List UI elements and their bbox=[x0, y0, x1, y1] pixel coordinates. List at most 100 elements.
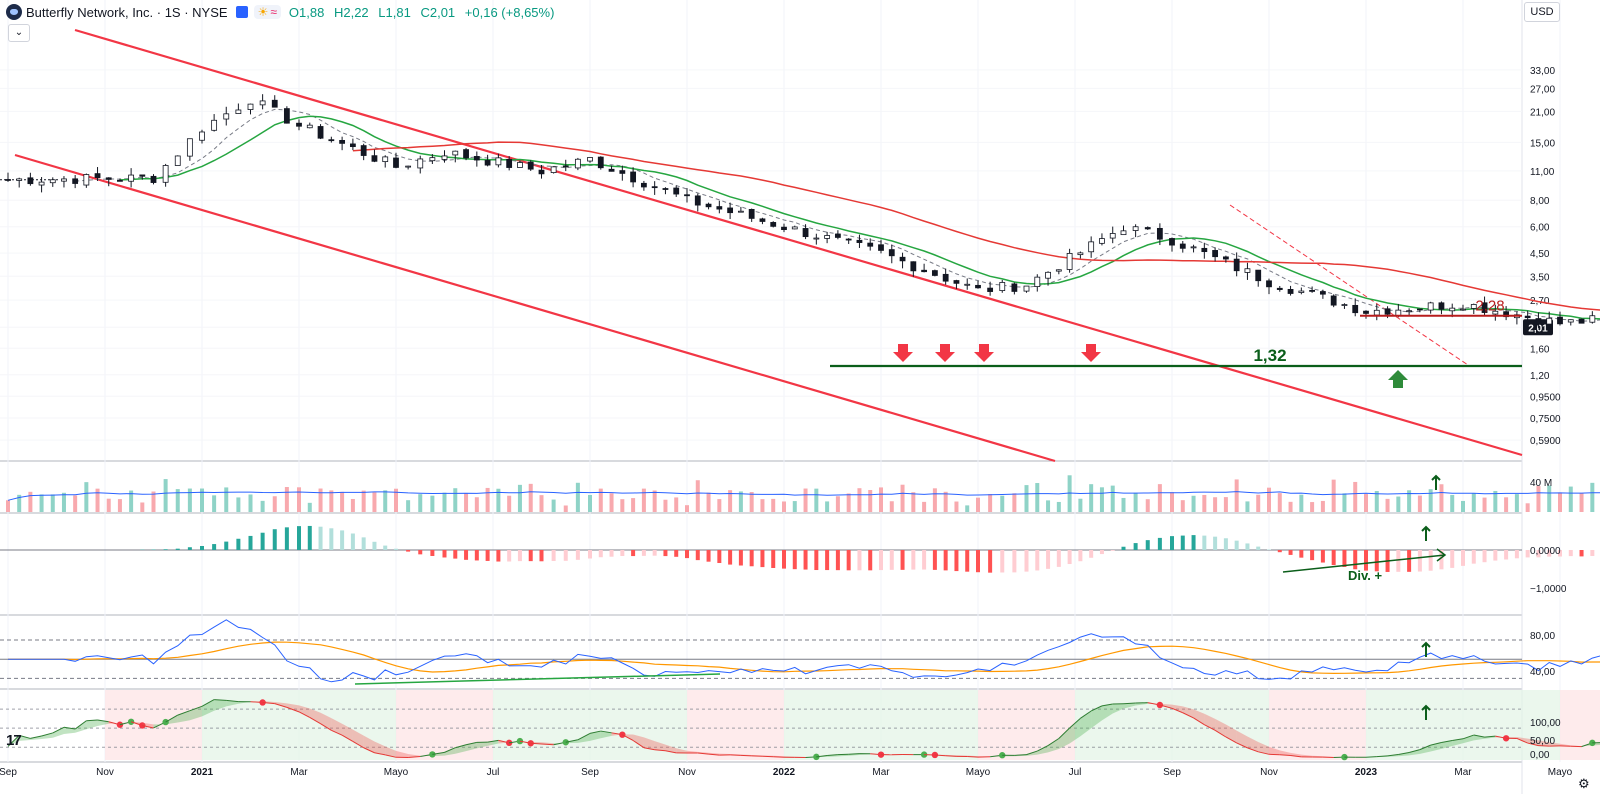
stoch-k-segment bbox=[341, 734, 354, 742]
volume-bar bbox=[1223, 497, 1228, 512]
volume-bar bbox=[39, 494, 44, 512]
macd-histogram-bar bbox=[1133, 543, 1138, 550]
volume-bar bbox=[1374, 491, 1379, 512]
volume-bar bbox=[1439, 484, 1444, 512]
macd-histogram-bar bbox=[485, 550, 490, 561]
candle-body bbox=[1255, 269, 1262, 282]
chevron-down-icon[interactable]: ⌄ bbox=[8, 24, 30, 42]
stoch-k-segment bbox=[1376, 755, 1388, 758]
volume-bar bbox=[1407, 490, 1412, 512]
volume-bar bbox=[1514, 494, 1519, 512]
macd-histogram-bar bbox=[1568, 550, 1573, 557]
macd-histogram-bar bbox=[1450, 550, 1455, 568]
stoch-k-segment bbox=[1462, 734, 1474, 740]
stoch-k-segment bbox=[1387, 753, 1399, 757]
stoch-k-segment bbox=[86, 719, 98, 722]
macd-histogram-bar bbox=[685, 550, 689, 559]
candle-body bbox=[527, 161, 534, 170]
candle-body bbox=[417, 158, 424, 169]
macd-up-arrow-icon bbox=[1421, 525, 1431, 541]
candle-body bbox=[737, 210, 744, 213]
stoch-k-segment bbox=[262, 701, 275, 705]
volume-bar bbox=[1170, 492, 1174, 512]
candle-body bbox=[382, 156, 389, 163]
macd-histogram-bar bbox=[814, 550, 819, 571]
volume-bar bbox=[1000, 495, 1005, 512]
volume-bar bbox=[297, 487, 301, 512]
red-arrow-down-icon bbox=[893, 343, 913, 362]
macd-histogram-bar bbox=[163, 549, 168, 550]
volume-bar bbox=[922, 501, 927, 512]
macd-histogram-bar bbox=[1428, 550, 1433, 571]
stoch-fill bbox=[331, 718, 343, 736]
stoch-fill bbox=[1419, 745, 1431, 754]
currency-button[interactable]: USD bbox=[1524, 2, 1560, 22]
volume-bar bbox=[782, 501, 786, 512]
tradingview-logo-icon[interactable]: 17 bbox=[6, 732, 22, 749]
flag-icon[interactable] bbox=[235, 6, 248, 18]
stoch-axis-label: 50,00 bbox=[1530, 736, 1555, 747]
volume-bar bbox=[1245, 501, 1250, 512]
market-status-badge[interactable]: ☀ ≈ bbox=[253, 5, 281, 19]
macd-histogram-bar bbox=[1121, 546, 1126, 550]
stoch-fill bbox=[1172, 704, 1183, 713]
volume-bar bbox=[674, 497, 679, 512]
time-axis-label: Nov bbox=[1260, 767, 1278, 778]
stoch-k-segment bbox=[816, 754, 828, 758]
volume-bar bbox=[1504, 497, 1509, 512]
stoch-band bbox=[1560, 690, 1600, 760]
macd-histogram-bar bbox=[1145, 540, 1150, 550]
macd-histogram-bar bbox=[1536, 550, 1541, 558]
volume-axis-label: 40 M bbox=[1530, 478, 1552, 489]
stoch-fill bbox=[1101, 704, 1113, 721]
stoch-fill bbox=[687, 750, 698, 753]
candle-body bbox=[506, 158, 513, 168]
volume-bar bbox=[749, 492, 754, 512]
volume-bar bbox=[430, 495, 435, 512]
stoch-fill bbox=[1204, 713, 1216, 731]
stoch-k-segment bbox=[286, 706, 300, 713]
candle-body bbox=[83, 174, 90, 186]
volume-bar bbox=[857, 488, 862, 512]
candle-body bbox=[296, 122, 302, 127]
macd-histogram-bar bbox=[1089, 550, 1094, 558]
volume-bar bbox=[1099, 487, 1104, 512]
volume-bar bbox=[588, 494, 592, 512]
stoch-k-segment bbox=[697, 752, 709, 755]
time-axis-label: Sep bbox=[0, 767, 17, 778]
macd-histogram-bar bbox=[1157, 537, 1162, 550]
macd-histogram-bar bbox=[528, 550, 533, 562]
volume-bar bbox=[163, 479, 168, 512]
stoch-k-segment bbox=[1398, 751, 1410, 755]
stoch-fill bbox=[1069, 718, 1081, 744]
macd-histogram-bar bbox=[297, 526, 301, 550]
time-axis-label: 2021 bbox=[191, 767, 214, 778]
symbol-title[interactable]: Butterfly Network, Inc. · 1S · NYSE bbox=[26, 4, 228, 20]
macd-histogram-bar bbox=[1590, 550, 1595, 556]
candle-body bbox=[888, 249, 895, 257]
volume-bar bbox=[932, 488, 937, 512]
stoch-band bbox=[1366, 690, 1463, 760]
gear-icon[interactable]: ⚙ bbox=[1578, 776, 1590, 791]
volume-bar bbox=[140, 502, 145, 512]
macd-histogram-bar bbox=[1364, 550, 1368, 571]
candle-body bbox=[673, 187, 680, 195]
candle-body bbox=[1179, 243, 1186, 249]
stoch-fill bbox=[590, 731, 601, 741]
candle-body bbox=[1055, 269, 1062, 272]
time-axis-label: Jul bbox=[487, 767, 500, 778]
macd-histogram-bar bbox=[879, 550, 883, 571]
stoch-k-segment bbox=[632, 740, 645, 749]
volume-bar bbox=[474, 497, 479, 512]
macd-histogram-bar bbox=[260, 532, 265, 550]
volume-bar bbox=[372, 492, 377, 512]
volume-bar bbox=[236, 497, 241, 512]
candle-body bbox=[211, 119, 218, 131]
candle-body bbox=[1276, 287, 1283, 290]
close-value: C2,01 bbox=[420, 4, 456, 20]
volume-bar bbox=[453, 488, 458, 512]
macd-histogram-bar bbox=[889, 550, 894, 570]
candle-body bbox=[662, 188, 669, 190]
macd-histogram-bar bbox=[760, 550, 765, 568]
